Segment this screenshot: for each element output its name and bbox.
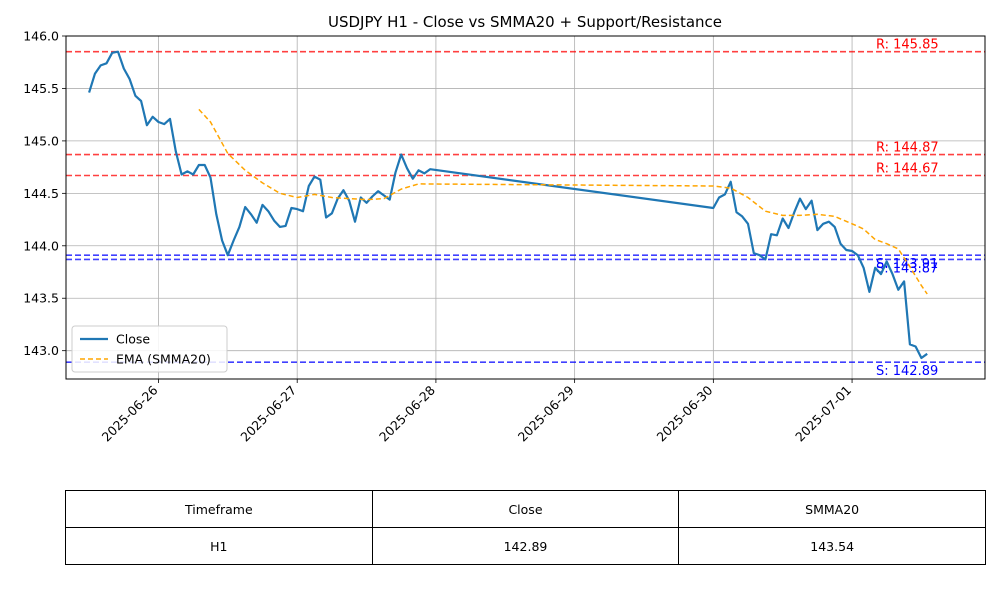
table-cell: 142.89: [371, 527, 680, 565]
table-header-cell: Close: [371, 490, 680, 528]
table-cell: 143.54: [678, 527, 986, 565]
x-tick-label: 2025-06-29: [515, 382, 577, 444]
summary-table: Timeframe Close SMMA20 H1 142.89 143.54: [65, 490, 986, 565]
y-tick-label: 143.5: [23, 291, 59, 306]
table-header-row: Timeframe Close SMMA20: [65, 490, 986, 528]
y-axis: 146.0 145.5 145.0 144.5 144.0 143.5 143.0: [23, 29, 66, 358]
series: [88, 50, 928, 360]
y-tick-label: 143.0: [23, 343, 59, 358]
x-axis: 2025-06-26 2025-06-27 2025-06-28 2025-06-29…: [99, 379, 854, 445]
chart: R: 145.85 R: 144.87 R: 144.67 S: 143.91 S: 1…: [23, 13, 986, 445]
x-tick-label: 2025-06-28: [376, 382, 438, 444]
legend: Close EMA (SMMA20): [71, 325, 228, 373]
resistance-label: R: 145.85: [876, 38, 939, 53]
plot-frame: [65, 35, 986, 380]
y-tick-label: 145.0: [23, 133, 59, 148]
x-tick-label: 2025-06-26: [99, 382, 161, 444]
chart-title: USDJPY H1 - Close vs SMMA20 + Support/Re…: [328, 13, 722, 31]
table-row: H1 142.89 143.54: [65, 527, 986, 565]
legend-label: EMA (SMMA20): [116, 352, 211, 367]
smma-line: [198, 108, 928, 295]
legend-label: Close: [116, 332, 150, 347]
table-cell: H1: [65, 527, 373, 565]
x-tick-label: 2025-07-01: [792, 383, 854, 445]
support-label: S: 142.89: [876, 364, 938, 379]
support-label: S: 143.91: [876, 257, 938, 272]
table-header-cell: Timeframe: [65, 490, 373, 528]
legend-box: [71, 325, 228, 373]
table-header-cell: SMMA20: [678, 490, 986, 528]
x-tick-label: 2025-06-30: [653, 382, 715, 444]
x-tick-label: 2025-06-27: [237, 383, 299, 445]
y-tick-label: 144.0: [23, 238, 59, 253]
grid: [66, 35, 985, 379]
y-tick-label: 145.5: [23, 81, 59, 96]
resistance-label: R: 144.87: [876, 141, 939, 156]
y-tick-label: 146.0: [23, 29, 59, 44]
resistance-label: R: 144.67: [876, 162, 939, 177]
plot-area: [66, 36, 985, 379]
y-tick-label: 144.5: [23, 186, 59, 201]
